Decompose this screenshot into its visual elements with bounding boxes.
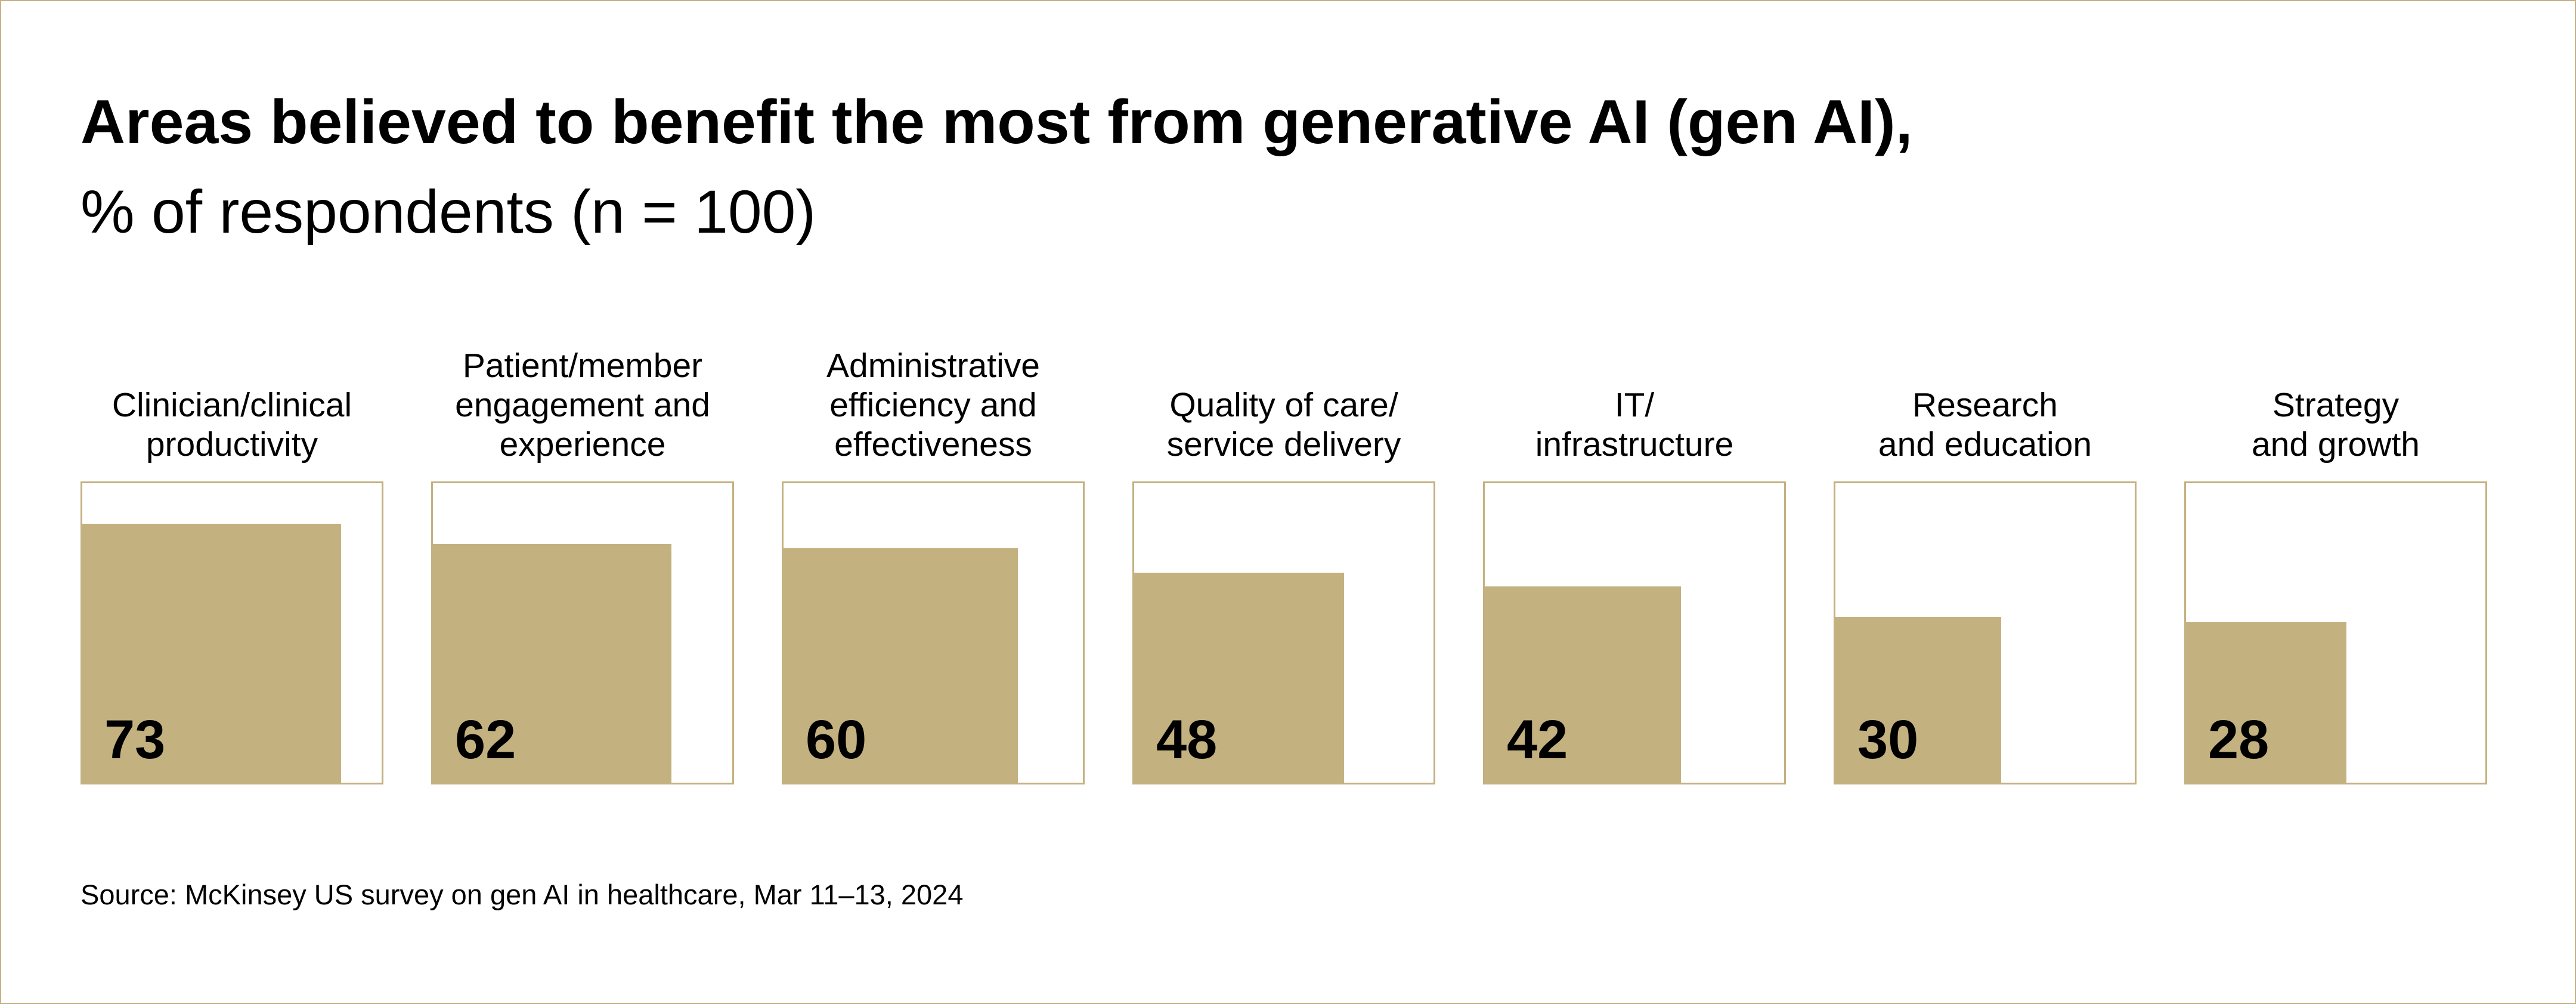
- category-label: Clinician/clinical productivity: [112, 386, 352, 464]
- category-label: Strategy and growth: [2251, 386, 2420, 464]
- data-label: 28: [2208, 709, 2270, 770]
- category-label: Quality of care/ service delivery: [1166, 386, 1401, 464]
- value-tile: 62: [431, 481, 734, 784]
- data-label: 42: [1507, 709, 1568, 770]
- data-label: 60: [806, 709, 867, 770]
- value-square: [2186, 622, 2346, 783]
- category-label: Patient/member engagement and experience: [455, 347, 710, 464]
- value-tile: 48: [1132, 481, 1435, 784]
- value-square: [1134, 573, 1344, 783]
- value-tile: 60: [782, 481, 1085, 784]
- value-square: [1835, 616, 2002, 783]
- value-square: [784, 548, 1018, 783]
- data-label: 30: [1857, 709, 1919, 770]
- data-label: 62: [455, 709, 516, 770]
- value-tile: 42: [1483, 481, 1786, 784]
- category-label: Research and education: [1878, 386, 2092, 464]
- value-square: [433, 544, 671, 783]
- value-tile: 73: [80, 481, 383, 784]
- data-label: 73: [104, 709, 166, 770]
- category-label: IT/ infrastructure: [1535, 386, 1734, 464]
- value-tile: 28: [2184, 481, 2487, 784]
- chart-title: Areas believed to benefit the most from …: [80, 88, 1913, 157]
- category-label: Administrative efficiency and effectiven…: [826, 347, 1040, 464]
- chart-subtitle: % of respondents (n = 100): [80, 178, 816, 246]
- value-tile: 30: [1834, 481, 2137, 784]
- data-label: 48: [1156, 709, 1218, 770]
- value-square: [82, 523, 342, 783]
- source-note: Source: McKinsey US survey on gen AI in …: [80, 879, 964, 910]
- value-square: [1485, 586, 1682, 783]
